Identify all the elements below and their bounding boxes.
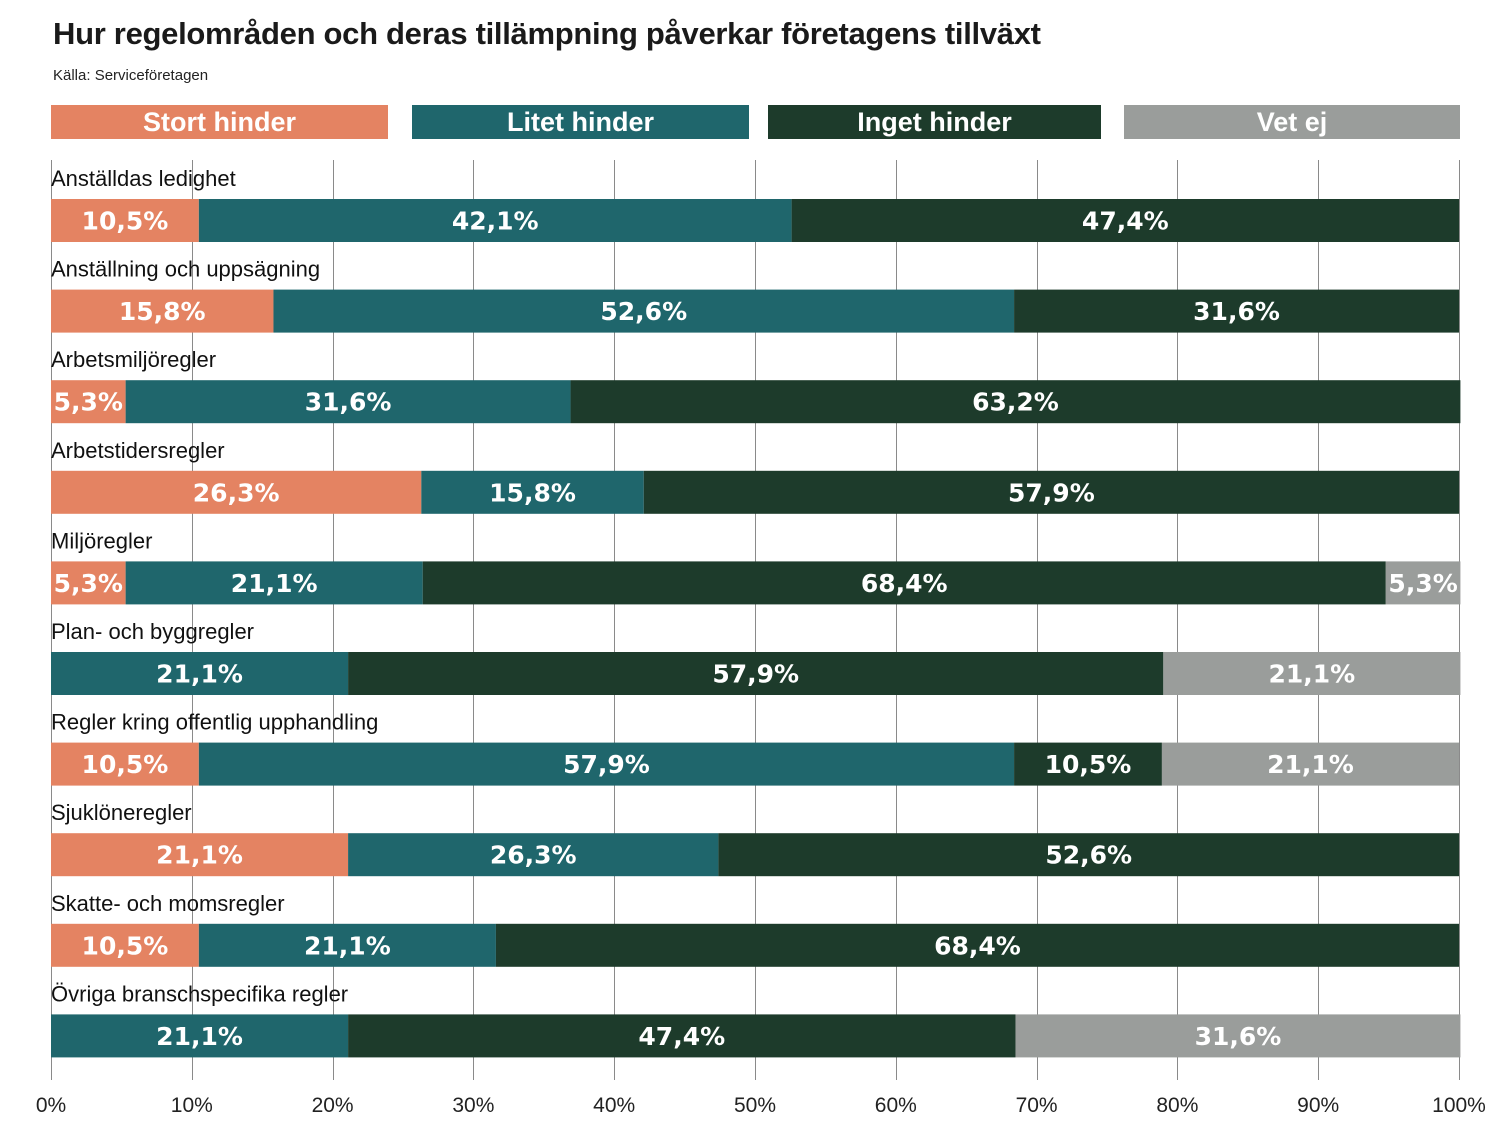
x-tick-label: 20% bbox=[312, 1094, 354, 1117]
bar-segment bbox=[51, 652, 349, 695]
category-labels: Anställdas ledighet Anställning och uppsä… bbox=[51, 166, 378, 1006]
data-label: 31,6% bbox=[1195, 1022, 1282, 1051]
bar-segment bbox=[51, 833, 349, 877]
data-label: 26,3% bbox=[490, 841, 577, 870]
data-label: 57,9% bbox=[563, 750, 650, 779]
category-label: Regler kring offentlig upphandling bbox=[51, 710, 378, 735]
data-label: 52,6% bbox=[1045, 841, 1132, 870]
data-label: 10,5% bbox=[82, 931, 169, 960]
data-label: 31,6% bbox=[305, 388, 392, 417]
data-label: 21,1% bbox=[156, 841, 243, 870]
bars: 10,5% 42,1% 47,4% 15,8% 52,6% 31,6% 5,3% 31,6% 6… bbox=[51, 199, 1461, 1058]
bar-segment bbox=[1014, 289, 1459, 333]
bar-segment bbox=[51, 1014, 349, 1058]
chart-title: Hur regelområden och deras tillämpning p… bbox=[53, 16, 1041, 51]
category-label: Miljöregler bbox=[51, 528, 152, 553]
bar-segment bbox=[51, 289, 274, 333]
data-label: 68,4% bbox=[861, 569, 948, 598]
bar-segment bbox=[791, 199, 1459, 242]
data-label: 42,1% bbox=[452, 207, 539, 236]
data-label: 21,1% bbox=[1267, 750, 1354, 779]
category-label: Arbetsmiljöregler bbox=[51, 347, 216, 372]
bar-segment bbox=[348, 833, 719, 877]
data-label: 52,6% bbox=[600, 297, 687, 326]
bar-segment bbox=[1015, 1014, 1461, 1058]
data-label: 21,1% bbox=[1268, 660, 1355, 689]
bar-segment bbox=[51, 923, 199, 967]
bar-segment bbox=[348, 1014, 1016, 1058]
data-label: 68,4% bbox=[934, 931, 1021, 960]
x-tick-label: 80% bbox=[1156, 1094, 1198, 1117]
x-tick-label: 70% bbox=[1016, 1094, 1058, 1117]
bar-segment bbox=[125, 380, 571, 424]
data-label: 5,3% bbox=[1388, 569, 1457, 598]
data-label: 21,1% bbox=[156, 1022, 243, 1051]
category-label: Anställdas ledighet bbox=[51, 166, 236, 191]
category-label: Sjuklöneregler bbox=[51, 800, 192, 825]
x-tick-label: 100% bbox=[1432, 1094, 1486, 1117]
x-tick-label: 0% bbox=[36, 1094, 66, 1117]
bar-segment bbox=[1161, 742, 1459, 786]
data-label: 10,5% bbox=[82, 207, 169, 236]
bar-segment bbox=[422, 561, 1386, 605]
bar-segment bbox=[51, 470, 422, 514]
bar-segment bbox=[51, 199, 199, 242]
data-label: 10,5% bbox=[82, 750, 169, 779]
legend-item-inget-hinder: Inget hinder bbox=[768, 105, 1101, 139]
category-label: Arbetstidersregler bbox=[51, 438, 225, 463]
bar-segment bbox=[643, 470, 1459, 514]
bar-segment bbox=[421, 470, 644, 514]
bar-segment bbox=[718, 833, 1459, 877]
x-tick-label: 50% bbox=[734, 1094, 776, 1117]
x-tick-label: 60% bbox=[875, 1094, 917, 1117]
category-label: Övriga branschspecifika regler bbox=[51, 981, 348, 1006]
data-label: 26,3% bbox=[193, 478, 280, 507]
bar-segment bbox=[198, 742, 1015, 786]
chart-source: Källa: Serviceföretagen bbox=[53, 67, 209, 84]
data-label: 15,8% bbox=[119, 297, 206, 326]
bar-segment bbox=[495, 923, 1460, 967]
data-label: 21,1% bbox=[304, 931, 391, 960]
data-label: 21,1% bbox=[231, 569, 318, 598]
bar-segment bbox=[1385, 561, 1461, 605]
legend-item-stort-hinder: Stort hinder bbox=[51, 105, 388, 139]
x-tick-label: 90% bbox=[1297, 1094, 1339, 1117]
bar-segment bbox=[125, 561, 423, 605]
bar-segment bbox=[198, 923, 496, 967]
data-label: 5,3% bbox=[54, 569, 123, 598]
category-label: Anställning och uppsägning bbox=[51, 257, 320, 282]
legend-item-vet-ej: Vet ej bbox=[1124, 105, 1460, 139]
bar-segment bbox=[570, 380, 1461, 424]
bar-segment bbox=[51, 561, 126, 605]
data-label: 10,5% bbox=[1045, 750, 1132, 779]
data-label: 21,1% bbox=[156, 660, 243, 689]
bar-segment bbox=[51, 742, 199, 786]
x-tick-label: 10% bbox=[171, 1094, 213, 1117]
data-label: 63,2% bbox=[972, 388, 1059, 417]
bar-segment bbox=[198, 199, 792, 242]
bar-segment bbox=[1014, 742, 1162, 786]
category-label: Plan- och byggregler bbox=[51, 619, 254, 644]
data-label: 47,4% bbox=[638, 1022, 725, 1051]
data-label: 31,6% bbox=[1193, 297, 1280, 326]
data-label: 5,3% bbox=[54, 388, 123, 417]
bar-segment bbox=[51, 380, 126, 424]
data-label: 47,4% bbox=[1082, 207, 1169, 236]
legend-item-litet-hinder: Litet hinder bbox=[412, 105, 749, 139]
x-axis-tick-labels: 0% 10% 20% 30% 40% 50% 60% 70% 80% 90% 100% bbox=[36, 1094, 1486, 1117]
bar-segment bbox=[273, 289, 1015, 333]
category-label: Skatte- och momsregler bbox=[51, 891, 285, 916]
bar-segment bbox=[1163, 652, 1461, 695]
data-label: 15,8% bbox=[489, 478, 576, 507]
bar-segment bbox=[348, 652, 1164, 695]
data-label: 57,9% bbox=[1008, 478, 1095, 507]
x-tick-label: 40% bbox=[593, 1094, 635, 1117]
x-tick-label: 30% bbox=[452, 1094, 494, 1117]
data-label: 57,9% bbox=[712, 660, 799, 689]
